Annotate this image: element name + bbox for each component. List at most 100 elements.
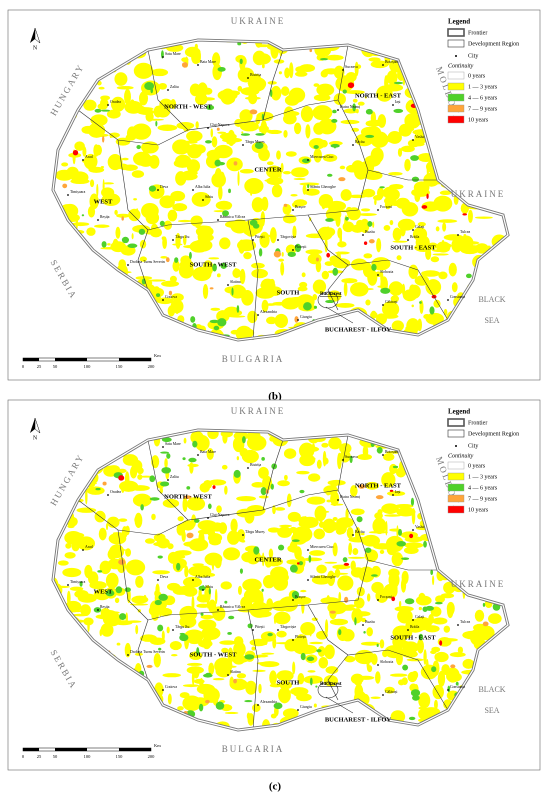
cell xyxy=(239,268,246,285)
cell xyxy=(203,630,208,638)
cell xyxy=(158,82,167,90)
city-dot xyxy=(82,159,84,161)
city-label: Craiova xyxy=(165,295,177,299)
cell xyxy=(296,470,310,475)
cell xyxy=(348,542,353,556)
cell xyxy=(224,485,228,495)
cell xyxy=(217,89,238,101)
cell xyxy=(411,176,420,182)
cell xyxy=(273,702,283,710)
legend-label: Development Region xyxy=(468,431,519,437)
cell xyxy=(437,219,458,223)
city-label: Slobozia xyxy=(380,660,394,664)
cell xyxy=(209,319,220,324)
cell xyxy=(324,261,334,266)
city-dot xyxy=(257,704,259,706)
cell xyxy=(174,257,179,263)
cell xyxy=(80,604,91,616)
cell xyxy=(318,507,324,523)
cell xyxy=(404,112,421,129)
cell xyxy=(287,511,301,522)
cell xyxy=(154,590,161,597)
cell xyxy=(270,85,282,101)
city-dot xyxy=(382,304,384,306)
cell xyxy=(231,310,243,316)
cell xyxy=(425,659,429,674)
city-dot xyxy=(202,199,204,201)
cell xyxy=(423,540,427,548)
cell xyxy=(239,121,259,132)
cell xyxy=(266,234,275,238)
cell xyxy=(316,459,322,469)
cell xyxy=(390,309,395,319)
cell xyxy=(125,548,132,557)
cell xyxy=(179,633,189,642)
cell xyxy=(429,172,435,175)
cell xyxy=(291,532,308,545)
city-dot xyxy=(197,454,199,456)
city-label: Miercurea Ciuc xyxy=(310,545,334,549)
cell xyxy=(365,171,379,179)
cell xyxy=(266,161,274,166)
cell xyxy=(337,227,343,239)
cell xyxy=(112,238,119,251)
cell xyxy=(280,261,285,276)
cell xyxy=(162,673,182,678)
cell xyxy=(352,98,358,103)
sea-label: SEA xyxy=(484,316,499,325)
cell xyxy=(438,271,448,280)
cell xyxy=(89,179,95,188)
cell xyxy=(340,189,352,201)
cell xyxy=(209,287,214,290)
cell xyxy=(418,592,426,602)
cell xyxy=(118,518,128,522)
cell xyxy=(195,225,211,229)
cell xyxy=(265,303,277,306)
city-label: Târgoviște xyxy=(280,235,296,239)
city-dot xyxy=(277,239,279,241)
cell xyxy=(232,436,245,453)
cell xyxy=(290,296,306,300)
cell xyxy=(124,642,131,658)
cell xyxy=(101,193,121,207)
cell xyxy=(402,650,418,658)
cell xyxy=(86,486,105,495)
cell xyxy=(305,517,310,533)
city-label: Târgoviște xyxy=(280,625,296,629)
cell xyxy=(145,211,160,225)
region-label: NORTH - WEST xyxy=(164,103,212,110)
cell xyxy=(98,527,107,541)
cell xyxy=(151,513,156,521)
cell xyxy=(387,131,402,144)
cell xyxy=(278,71,282,75)
country-label: BULGARIA xyxy=(222,744,285,754)
cell xyxy=(432,253,449,256)
cell xyxy=(280,162,284,173)
cell xyxy=(167,693,172,705)
cell xyxy=(250,71,253,88)
cell xyxy=(368,57,381,62)
cell xyxy=(175,232,181,249)
region-border xyxy=(247,609,259,731)
cell xyxy=(239,568,243,574)
cell xyxy=(160,256,168,259)
cell xyxy=(239,169,254,174)
city-label: Botoșani xyxy=(385,60,399,64)
cell xyxy=(432,617,448,625)
cell xyxy=(345,216,349,221)
cell xyxy=(212,52,221,67)
city-label: Suceava xyxy=(345,65,358,69)
cell xyxy=(488,613,502,624)
cell xyxy=(238,239,245,254)
cell xyxy=(269,227,277,244)
cell xyxy=(357,453,372,461)
cell xyxy=(205,672,212,677)
cell xyxy=(246,712,251,720)
region-label: WEST xyxy=(94,588,113,595)
cell xyxy=(261,63,265,69)
sea-label: BLACK xyxy=(478,685,505,694)
cell xyxy=(260,487,267,496)
cell xyxy=(192,666,200,679)
cell xyxy=(325,218,334,222)
cell xyxy=(233,431,249,441)
